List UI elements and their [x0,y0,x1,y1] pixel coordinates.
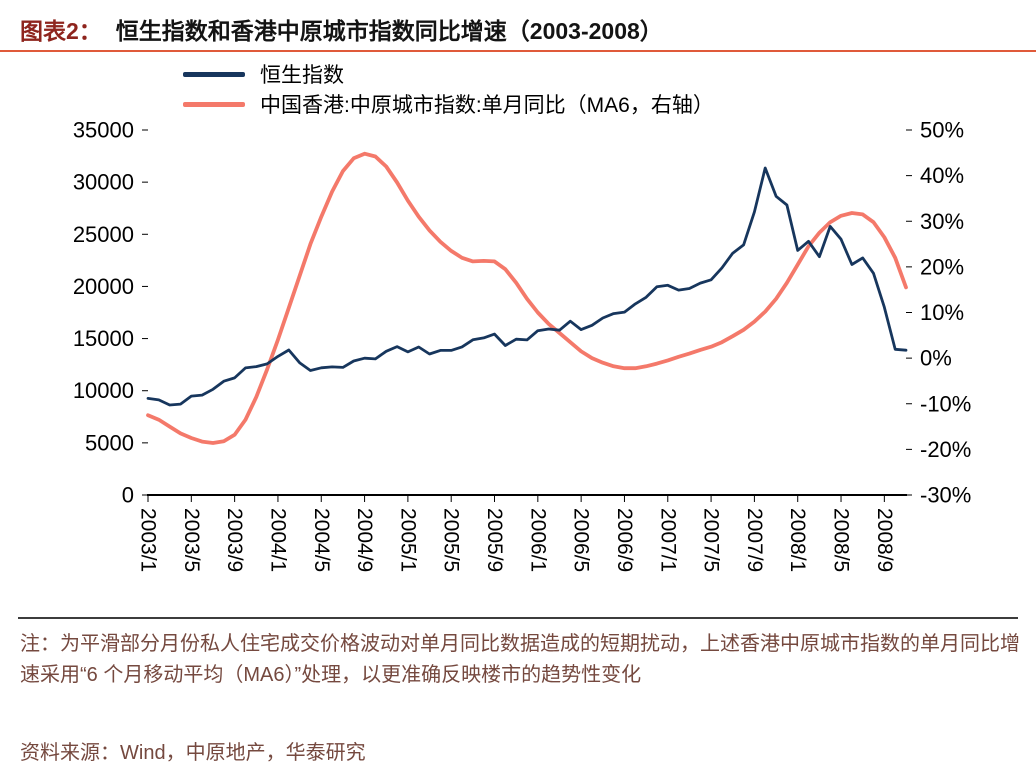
svg-text:2008/1: 2008/1 [786,508,809,572]
svg-text:2007/9: 2007/9 [743,508,766,572]
svg-text:30%: 30% [920,209,964,234]
svg-text:2006/1: 2006/1 [526,508,549,572]
svg-text:2007/1: 2007/1 [656,508,679,572]
svg-text:35000: 35000 [73,118,134,143]
svg-text:20%: 20% [920,254,964,279]
svg-text:2005/1: 2005/1 [396,508,419,572]
svg-text:-20%: -20% [920,437,971,462]
svg-text:2004/9: 2004/9 [353,508,376,572]
chart-canvas: 35000 30000 25000 20000 15000 10000 5000 0 50% 40… [73,118,972,573]
svg-text:0: 0 [122,483,134,508]
svg-text:10%: 10% [920,300,964,325]
chart-legend: 恒生指数 中国香港:中原城市指数:单月同比（MA6，右轴） [183,59,714,119]
svg-text:20000: 20000 [73,274,134,299]
svg-text:30000: 30000 [73,170,134,195]
svg-text:10000: 10000 [73,378,134,403]
chart-title-text: 恒生指数和香港中原城市指数同比增速（2003-2008） [115,18,663,44]
svg-text:2003/9: 2003/9 [223,508,246,572]
svg-text:2003/5: 2003/5 [180,508,203,572]
svg-text:40%: 40% [920,163,964,188]
svg-text:-10%: -10% [920,391,971,416]
svg-text:25000: 25000 [73,222,134,247]
svg-text:-30%: -30% [920,483,971,508]
svg-text:2005/5: 2005/5 [440,508,463,572]
footnote-divider [18,617,1018,619]
title-underline-rule [0,50,1036,52]
svg-text:2008/5: 2008/5 [830,508,853,572]
svg-text:2008/9: 2008/9 [873,508,896,572]
legend-label-centaline: 中国香港:中原城市指数:单月同比（MA6，右轴） [260,94,714,117]
centaline-line-swatch [183,101,245,107]
svg-text:2003/1: 2003/1 [137,508,160,572]
svg-text:2004/5: 2004/5 [310,508,333,572]
chart-title-prefix: 图表2： [20,18,102,44]
source-text: 资料来源：Wind，中原地产，华泰研究 [20,742,366,764]
svg-text:2005/9: 2005/9 [483,508,506,572]
svg-text:2006/5: 2006/5 [570,508,593,572]
legend-item-hsi: 恒生指数 [183,59,714,89]
svg-text:15000: 15000 [73,326,134,351]
hsi-line-swatch [183,71,245,77]
svg-text:2004/1: 2004/1 [266,508,289,572]
legend-label-hsi: 恒生指数 [260,64,344,87]
chart-title: 图表2： 恒生指数和香港中原城市指数同比增速（2003-2008） [20,12,1024,46]
svg-text:2006/9: 2006/9 [613,508,636,572]
line-chart: 35000 30000 25000 20000 15000 10000 5000 0 50% 40… [0,118,1036,618]
svg-text:0%: 0% [920,346,952,371]
svg-text:2007/5: 2007/5 [700,508,723,572]
legend-item-centaline: 中国香港:中原城市指数:单月同比（MA6，右轴） [183,89,714,119]
footnote-text: 注：为平滑部分月份私人住宅成交价格波动对单月同比数据造成的短期扰动，上述香港中原… [20,633,1020,686]
svg-text:50%: 50% [920,118,964,143]
svg-text:5000: 5000 [85,430,134,455]
